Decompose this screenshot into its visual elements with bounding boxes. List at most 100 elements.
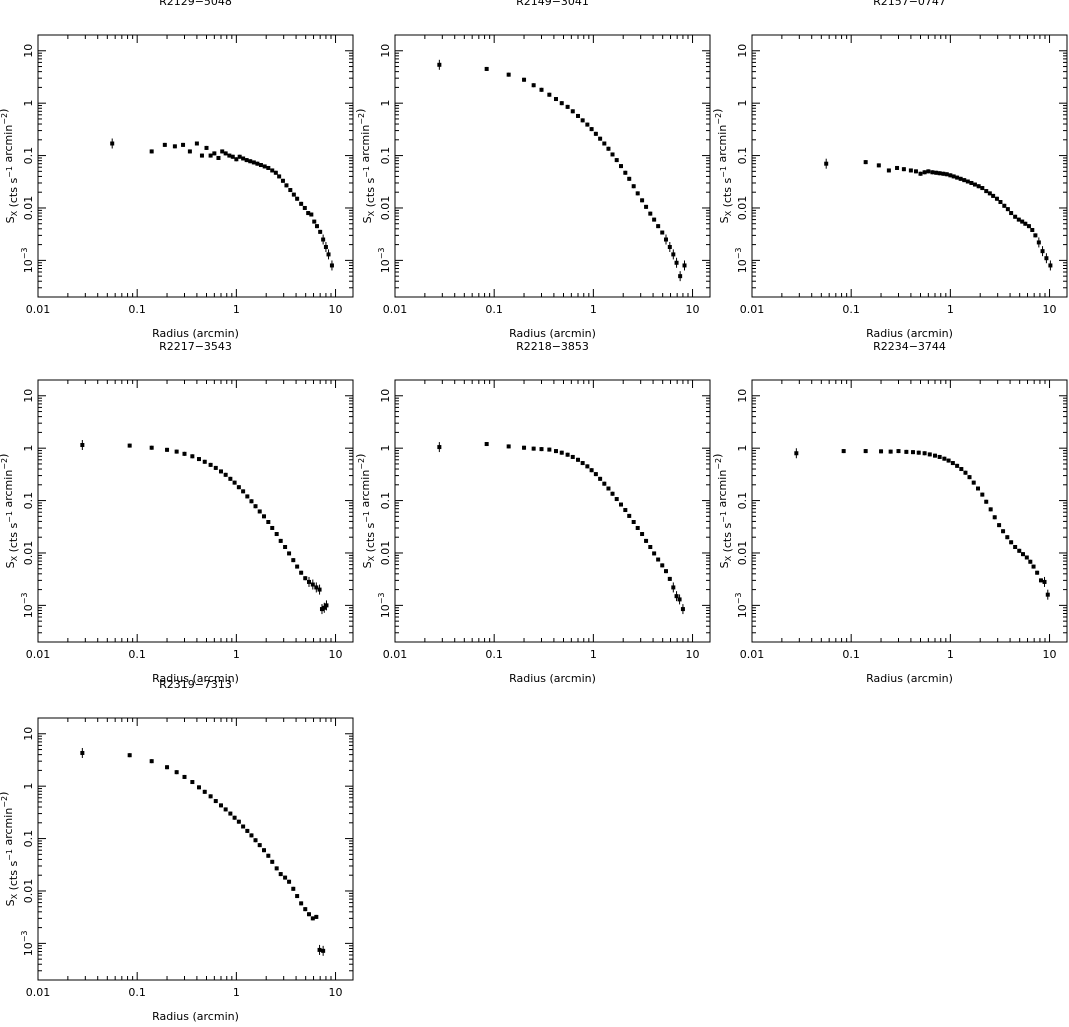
data-point — [913, 169, 918, 174]
data-point — [841, 449, 846, 454]
y-axis-label: SX (cts s−1 arcmin−2) — [0, 454, 20, 569]
data-point — [149, 149, 154, 154]
y-tick-label: 1 — [22, 445, 35, 452]
data-point — [927, 452, 932, 457]
data-point — [678, 274, 683, 279]
data-point — [663, 569, 668, 574]
y-tick-label: 0.01 — [379, 541, 392, 566]
data-point — [1035, 570, 1040, 575]
y-tick-label: 10 — [736, 44, 749, 58]
data-point — [202, 789, 207, 794]
data-point — [314, 585, 319, 590]
data-point — [253, 504, 258, 509]
data-point — [437, 62, 442, 67]
data-point — [667, 244, 672, 249]
data-point — [663, 237, 668, 242]
data-point — [270, 168, 275, 173]
data-point — [437, 445, 442, 450]
data-point — [213, 465, 218, 470]
x-axis-label: Radius (arcmin) — [152, 327, 239, 340]
data-point — [245, 494, 250, 499]
data-point — [280, 178, 285, 183]
data-point — [941, 171, 946, 176]
data-point — [162, 142, 167, 147]
data-point — [236, 485, 241, 490]
plot-frame — [751, 379, 1068, 643]
y-tick-label: 0.1 — [22, 147, 35, 165]
data-point — [606, 146, 611, 151]
data-point — [930, 170, 935, 175]
data-point — [1020, 552, 1025, 557]
data-point — [619, 502, 624, 507]
data-point — [965, 179, 970, 184]
data-point — [187, 149, 192, 154]
data-point — [1009, 540, 1014, 545]
data-point — [570, 109, 575, 114]
data-point — [593, 472, 598, 477]
x-axis-label: Radius (arcmin) — [866, 327, 953, 340]
data-point — [258, 163, 263, 168]
data-point — [863, 449, 868, 454]
data-point — [522, 77, 527, 82]
data-point — [1036, 240, 1041, 245]
data-point — [278, 872, 283, 877]
y-axis-label: SX (cts s−1 arcmin−2) — [354, 109, 377, 224]
data-point — [602, 481, 607, 486]
data-point — [610, 152, 615, 157]
data-point — [942, 456, 947, 461]
data-point — [1048, 263, 1053, 268]
data-point — [266, 165, 271, 170]
data-point — [971, 480, 976, 485]
data-point — [208, 462, 213, 467]
data-point — [266, 853, 271, 858]
data-point — [270, 525, 275, 530]
x-tick-label: 0.01 — [26, 303, 51, 316]
plot-frame — [751, 34, 1068, 298]
data-point — [1044, 256, 1049, 261]
y-tick-label: 10−3 — [377, 247, 392, 273]
data-point — [244, 158, 249, 163]
x-tick-label: 0.1 — [842, 303, 860, 316]
data-point — [1024, 555, 1029, 560]
data-point — [932, 453, 937, 458]
data-point — [1020, 219, 1025, 224]
data-point — [644, 538, 649, 543]
x-tick-label: 1 — [233, 303, 240, 316]
y-tick-label: 1 — [736, 445, 749, 452]
x-tick-label: 10 — [329, 986, 343, 999]
data-point — [980, 492, 985, 497]
chart-title: R2218−3853 — [516, 340, 589, 353]
x-tick-label: 10 — [1043, 303, 1057, 316]
data-point — [230, 154, 235, 159]
data-point — [963, 470, 968, 475]
data-point — [671, 252, 676, 257]
data-point — [667, 576, 672, 581]
data-point — [640, 532, 645, 537]
data-point — [565, 452, 570, 457]
data-point — [241, 824, 246, 829]
data-point — [652, 551, 657, 556]
y-tick-label: 0.01 — [22, 196, 35, 221]
y-tick-label: 10 — [22, 389, 35, 403]
data-point — [208, 153, 213, 158]
data-point — [671, 585, 676, 590]
data-point — [547, 92, 552, 97]
data-point — [273, 170, 278, 175]
y-tick-label: 10 — [379, 44, 392, 58]
chart-title: R2234−3744 — [873, 340, 946, 353]
plot-frame — [37, 34, 354, 298]
data-point — [631, 520, 636, 525]
y-tick-label: 10−3 — [734, 592, 749, 618]
data-point — [251, 160, 256, 165]
data-point — [228, 476, 233, 481]
data-point — [314, 224, 319, 229]
x-axis-label: Radius (arcmin) — [866, 672, 953, 685]
data-point — [934, 170, 939, 175]
data-point — [314, 914, 319, 919]
data-point — [317, 587, 322, 592]
data-point — [213, 799, 218, 804]
data-point — [1030, 227, 1035, 232]
data-point — [976, 486, 981, 491]
data-point — [988, 507, 993, 512]
